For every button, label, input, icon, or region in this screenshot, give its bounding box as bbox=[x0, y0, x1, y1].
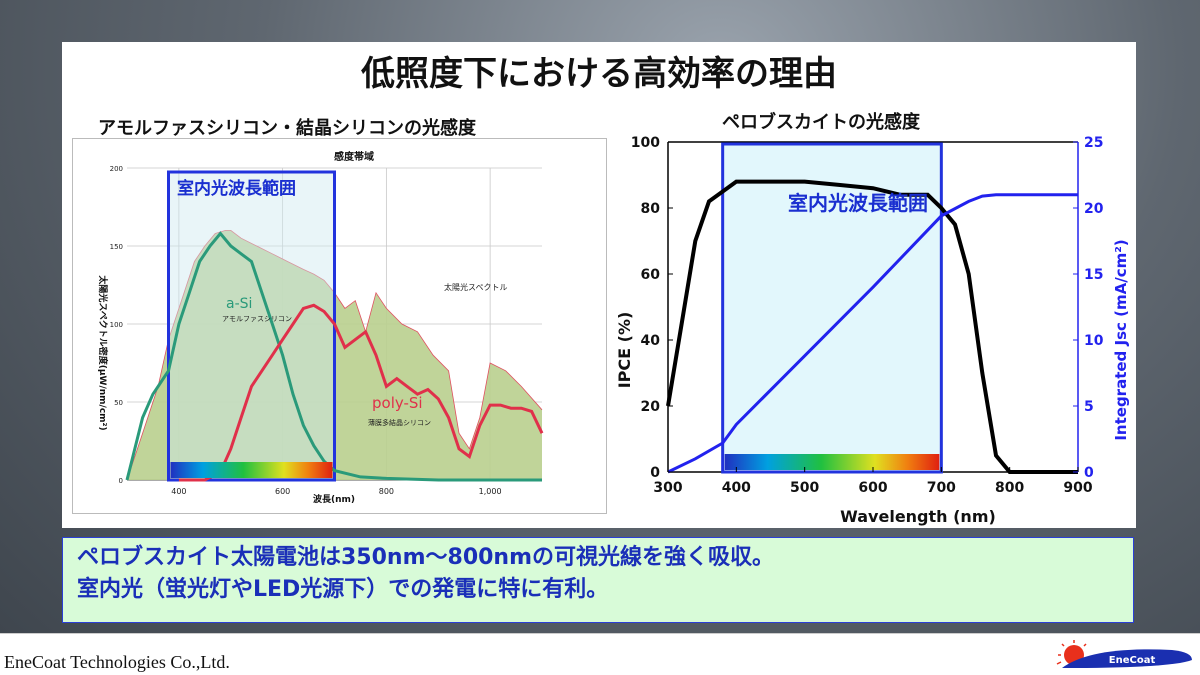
visible-spectrum-bar bbox=[724, 454, 940, 470]
right-indoor-range-label: 室内光波長範囲 bbox=[788, 191, 928, 215]
left-y-tick-label: 50 bbox=[114, 399, 123, 407]
logo-swoosh bbox=[1062, 649, 1192, 668]
perovskite-sensitivity-chart: 300 400 500 600 700 800 900 0 20 40 60 80 100 0 5 10 1… bbox=[615, 135, 1130, 526]
left-x-tick-label: 600 bbox=[275, 487, 290, 496]
slide-title: 低照度下における高効率の理由 bbox=[361, 54, 837, 94]
a-si-curve bbox=[125, 231, 542, 482]
poly-si-sublabel: 薄膜多結晶シリコン bbox=[368, 418, 431, 427]
a-si-label: a-Si bbox=[226, 296, 252, 312]
left-y-ticks: 0 50 100 150 200 bbox=[110, 165, 123, 485]
right-y-tick-label: 100 bbox=[631, 135, 660, 151]
right-y-tick-label: 80 bbox=[641, 201, 661, 217]
solar-spectrum-outline bbox=[126, 230, 543, 481]
right-y2-tick-label: 25 bbox=[1084, 135, 1103, 151]
left-x-tick-label: 400 bbox=[171, 487, 186, 496]
left-x-ticks: 400 600 800 1,000 bbox=[171, 487, 501, 496]
right-x-tick-label: 400 bbox=[722, 480, 751, 496]
right-y-axis-label: IPCE (%) bbox=[615, 312, 634, 389]
right-x-tick-label: 700 bbox=[927, 480, 956, 496]
left-y-axis-label: 太陽光スペクトル密度(μW/nm/cm²) bbox=[97, 274, 109, 430]
content-panel: 低照度下における高効率の理由 アモルファスシリコン・結晶シリコンの光感度 ペロブ… bbox=[62, 42, 1136, 528]
right-x-axis-label: Wavelength (nm) bbox=[840, 507, 996, 526]
right-y2-ticks: 0 5 10 15 20 25 bbox=[1073, 135, 1104, 481]
logo-text: EneCoat bbox=[1109, 655, 1156, 666]
summary-note: ペロブスカイト太陽電池は350nm～800nmの可視光線を強く吸収。 室内光（蛍… bbox=[62, 537, 1134, 623]
right-y-ticks: 0 20 40 60 80 100 bbox=[631, 135, 673, 481]
right-x-tick-label: 300 bbox=[653, 480, 682, 496]
poly-si-label: poly-Si bbox=[372, 394, 423, 412]
left-indoor-range-label: 室内光波長範囲 bbox=[177, 178, 296, 199]
right-y2-axis-label: Integrated Jsc (mA/cm²) bbox=[1112, 239, 1130, 440]
left-y-tick-label: 200 bbox=[110, 165, 123, 173]
poly-si-curve bbox=[178, 303, 544, 482]
right-y2-tick-label: 20 bbox=[1084, 201, 1104, 217]
right-y-tick-label: 0 bbox=[650, 465, 660, 481]
right-y-tick-label: 20 bbox=[641, 399, 661, 415]
right-y2-tick-label: 0 bbox=[1084, 465, 1094, 481]
left-y-tick-label: 0 bbox=[119, 477, 123, 485]
right-x-tick-label: 600 bbox=[858, 480, 887, 496]
sun-rays-icon bbox=[1056, 640, 1087, 665]
summary-line-2: 室内光（蛍光灯やLED光源下）での発電に特に有利。 bbox=[77, 577, 609, 602]
left-x-tick-label: 800 bbox=[379, 487, 394, 496]
a-si-sublabel: アモルファスシリコン bbox=[222, 315, 292, 323]
right-y2-tick-label: 5 bbox=[1084, 399, 1094, 415]
footer: EneCoat Technologies Co.,Ltd. EneCoat bbox=[0, 633, 1200, 675]
company-name: EneCoat Technologies Co.,Ltd. bbox=[4, 652, 230, 672]
left-y-tick-label: 100 bbox=[110, 321, 123, 329]
left-y-tick-label: 150 bbox=[110, 243, 123, 251]
solar-spectrum-label: 太陽光スペクトル bbox=[444, 282, 507, 292]
left-x-axis-label: 波長(nm) bbox=[313, 493, 355, 505]
summary-line-1: ペロブスカイト太陽電池は350nm～800nmの可視光線を強く吸収。 bbox=[77, 545, 775, 570]
indoor-range-box bbox=[721, 142, 943, 474]
right-x-tick-label: 800 bbox=[995, 480, 1024, 496]
ipce-curve bbox=[666, 179, 1078, 474]
integrated-jsc-curve bbox=[667, 193, 1078, 474]
left-chart-subtitle: アモルファスシリコン・結晶シリコンの光感度 bbox=[98, 118, 476, 139]
visible-spectrum-bar bbox=[170, 462, 333, 478]
enecoat-logo: EneCoat bbox=[1056, 640, 1192, 668]
right-y-tick-label: 40 bbox=[641, 333, 661, 349]
left-chart-title: 感度帯域 bbox=[334, 150, 374, 163]
left-x-tick-label: 1,000 bbox=[479, 487, 502, 496]
right-y-tick-label: 60 bbox=[641, 267, 661, 283]
right-chart-subtitle: ペロブスカイトの光感度 bbox=[722, 112, 920, 133]
right-x-ticks: 300 400 500 600 700 800 900 bbox=[653, 467, 1093, 496]
right-x-tick-label: 900 bbox=[1063, 480, 1092, 496]
right-y2-tick-label: 10 bbox=[1084, 333, 1104, 349]
indoor-range-box bbox=[167, 170, 336, 482]
right-x-tick-label: 500 bbox=[790, 480, 819, 496]
right-y2-tick-label: 15 bbox=[1084, 267, 1103, 283]
